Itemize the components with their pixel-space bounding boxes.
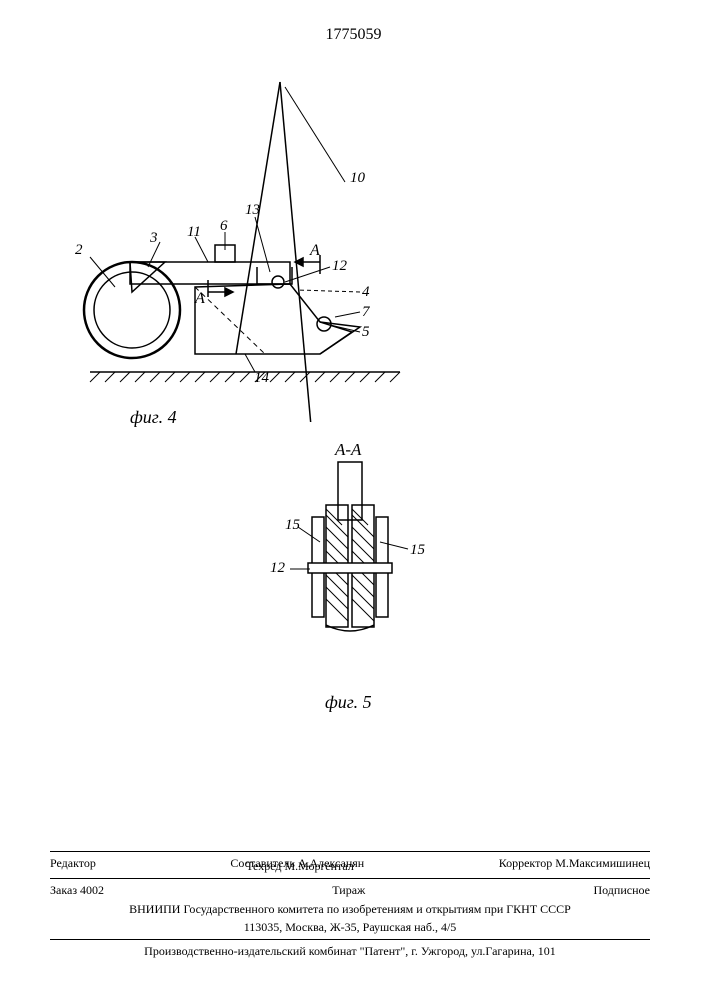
ref-12: 12 bbox=[332, 258, 347, 275]
divider-mid2 bbox=[50, 939, 650, 940]
fig5-caption: фиг. 5 bbox=[325, 692, 372, 713]
fig5-section-title: А-А bbox=[335, 440, 361, 460]
order-row: Заказ 4002 Тираж Подписное bbox=[50, 882, 650, 899]
figures-area: 2 3 11 6 13 10 12 4 7 5 14 А А фиг. 4 bbox=[60, 62, 640, 742]
ref-15-left: 15 bbox=[285, 517, 300, 534]
ref-13: 13 bbox=[245, 202, 260, 219]
podpisnoe: Подписное bbox=[593, 882, 650, 899]
fig4-caption: фиг. 4 bbox=[130, 407, 177, 428]
ref-5: 5 bbox=[362, 324, 370, 341]
editor-label: Редактор bbox=[50, 855, 96, 872]
ref-14: 14 bbox=[254, 370, 269, 387]
corrector: Корректор М.Максимишинец bbox=[499, 855, 650, 872]
ref-6: 6 bbox=[220, 218, 228, 235]
section-A-right: А bbox=[310, 242, 320, 260]
ref-10: 10 bbox=[350, 170, 365, 187]
ref-2: 2 bbox=[75, 242, 83, 259]
ref-15-right: 15 bbox=[410, 542, 425, 559]
ref-12-fig5: 12 bbox=[270, 560, 285, 577]
ref-4: 4 bbox=[362, 284, 370, 301]
ref-7: 7 bbox=[362, 304, 370, 321]
section-A-left: А bbox=[195, 290, 205, 308]
order: Заказ 4002 bbox=[50, 882, 104, 899]
divider-mid1 bbox=[50, 878, 650, 879]
patent-number: 1775059 bbox=[326, 26, 382, 44]
fig4-svg bbox=[60, 62, 480, 422]
tirazh: Тираж bbox=[332, 882, 365, 899]
vniipi-line2: 113035, Москва, Ж-35, Раушская наб., 4/5 bbox=[50, 919, 650, 936]
vniipi-line1: ВНИИПИ Государственного комитета по изоб… bbox=[50, 901, 650, 918]
printer: Производственно-издательский комбинат "П… bbox=[50, 943, 650, 960]
footer: Редактор Составитель А.Алексанян Коррект… bbox=[50, 848, 650, 960]
ref-3: 3 bbox=[150, 230, 158, 247]
divider-top bbox=[50, 851, 650, 852]
ref-11: 11 bbox=[187, 224, 201, 241]
